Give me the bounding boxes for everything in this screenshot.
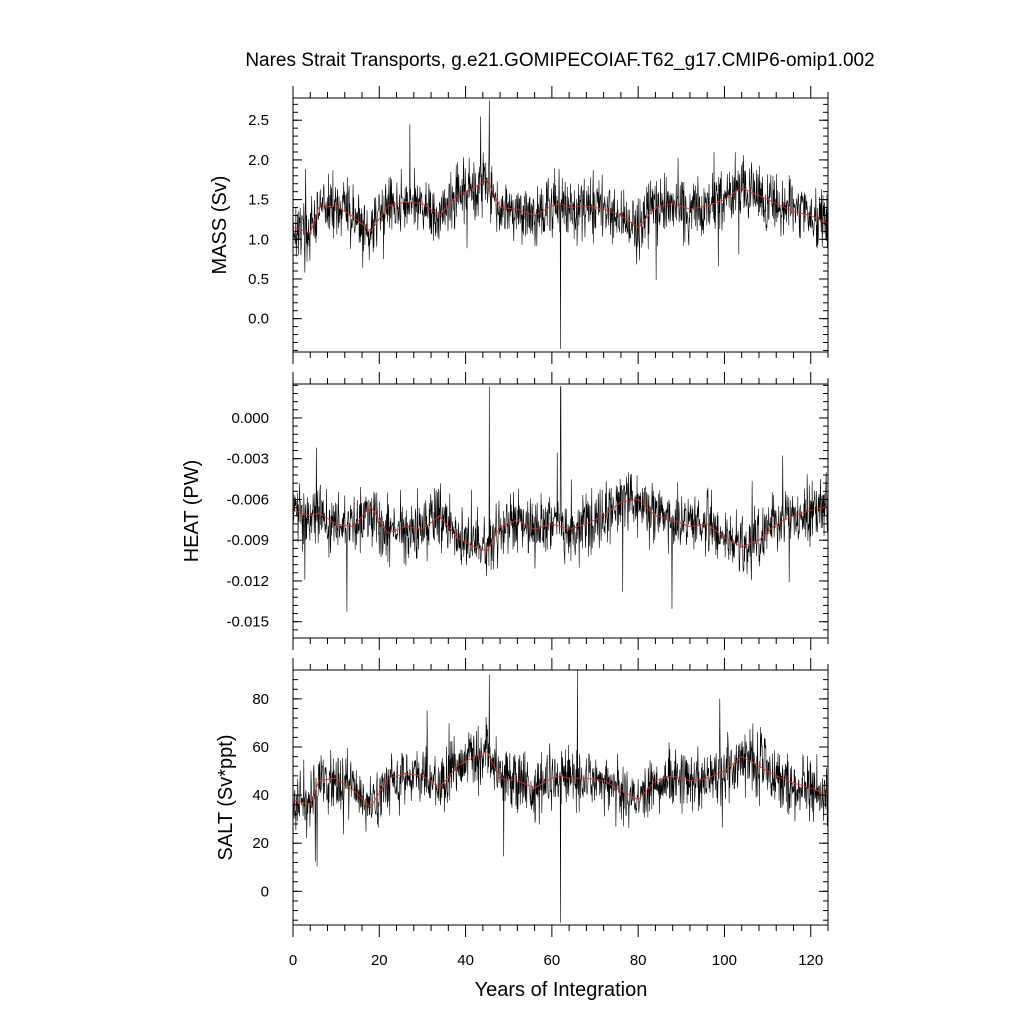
annual-mean-line xyxy=(292,179,829,234)
y-tick-label: 40 xyxy=(252,787,269,804)
y-axis-title: HEAT (PW) xyxy=(181,460,203,563)
annual-mean-line xyxy=(292,498,829,552)
x-tick-label: 120 xyxy=(798,952,823,969)
y-tick-label: 0.5 xyxy=(248,271,269,288)
annual-mean-line xyxy=(292,751,829,808)
y-tick-label: 60 xyxy=(252,739,269,756)
x-tick-label: 100 xyxy=(712,952,737,969)
monthly-series-line xyxy=(292,100,829,349)
y-tick-label: 20 xyxy=(252,835,269,852)
panel-frame xyxy=(292,669,829,926)
y-axis-title: SALT (Sv*ppt) xyxy=(215,735,237,861)
y-tick-label: -0.015 xyxy=(226,614,269,631)
chart-title: Nares Strait Transports, g.e21.GOMIPECOI… xyxy=(245,50,874,71)
monthly-series-line xyxy=(292,386,829,612)
monthly-series-line xyxy=(292,669,829,923)
y-tick-label: -0.012 xyxy=(226,573,269,590)
x-tick-label: 80 xyxy=(630,952,647,969)
y-tick-label: -0.009 xyxy=(226,532,269,549)
y-tick-label: 2.5 xyxy=(248,112,269,129)
y-tick-label: 1.5 xyxy=(248,192,269,209)
panel-frame xyxy=(292,97,829,353)
y-axis-title: MASS (Sv) xyxy=(209,176,231,275)
x-axis-title: Years of Integration xyxy=(475,979,648,1001)
y-tick-label: 2.0 xyxy=(248,152,269,169)
y-tick-label: 80 xyxy=(252,691,269,708)
y-tick-label: -0.006 xyxy=(226,491,269,508)
y-tick-label: 0 xyxy=(261,883,269,900)
y-tick-label: -0.003 xyxy=(226,451,269,468)
y-tick-label: 1.0 xyxy=(248,231,269,248)
x-tick-label: 60 xyxy=(544,952,561,969)
x-tick-label: 40 xyxy=(457,952,474,969)
x-tick-label: 20 xyxy=(371,952,388,969)
y-tick-label: 0.0 xyxy=(248,311,269,328)
y-tick-label: 0.000 xyxy=(231,410,269,427)
panel-frame xyxy=(292,383,829,639)
x-tick-label: 0 xyxy=(289,952,297,969)
